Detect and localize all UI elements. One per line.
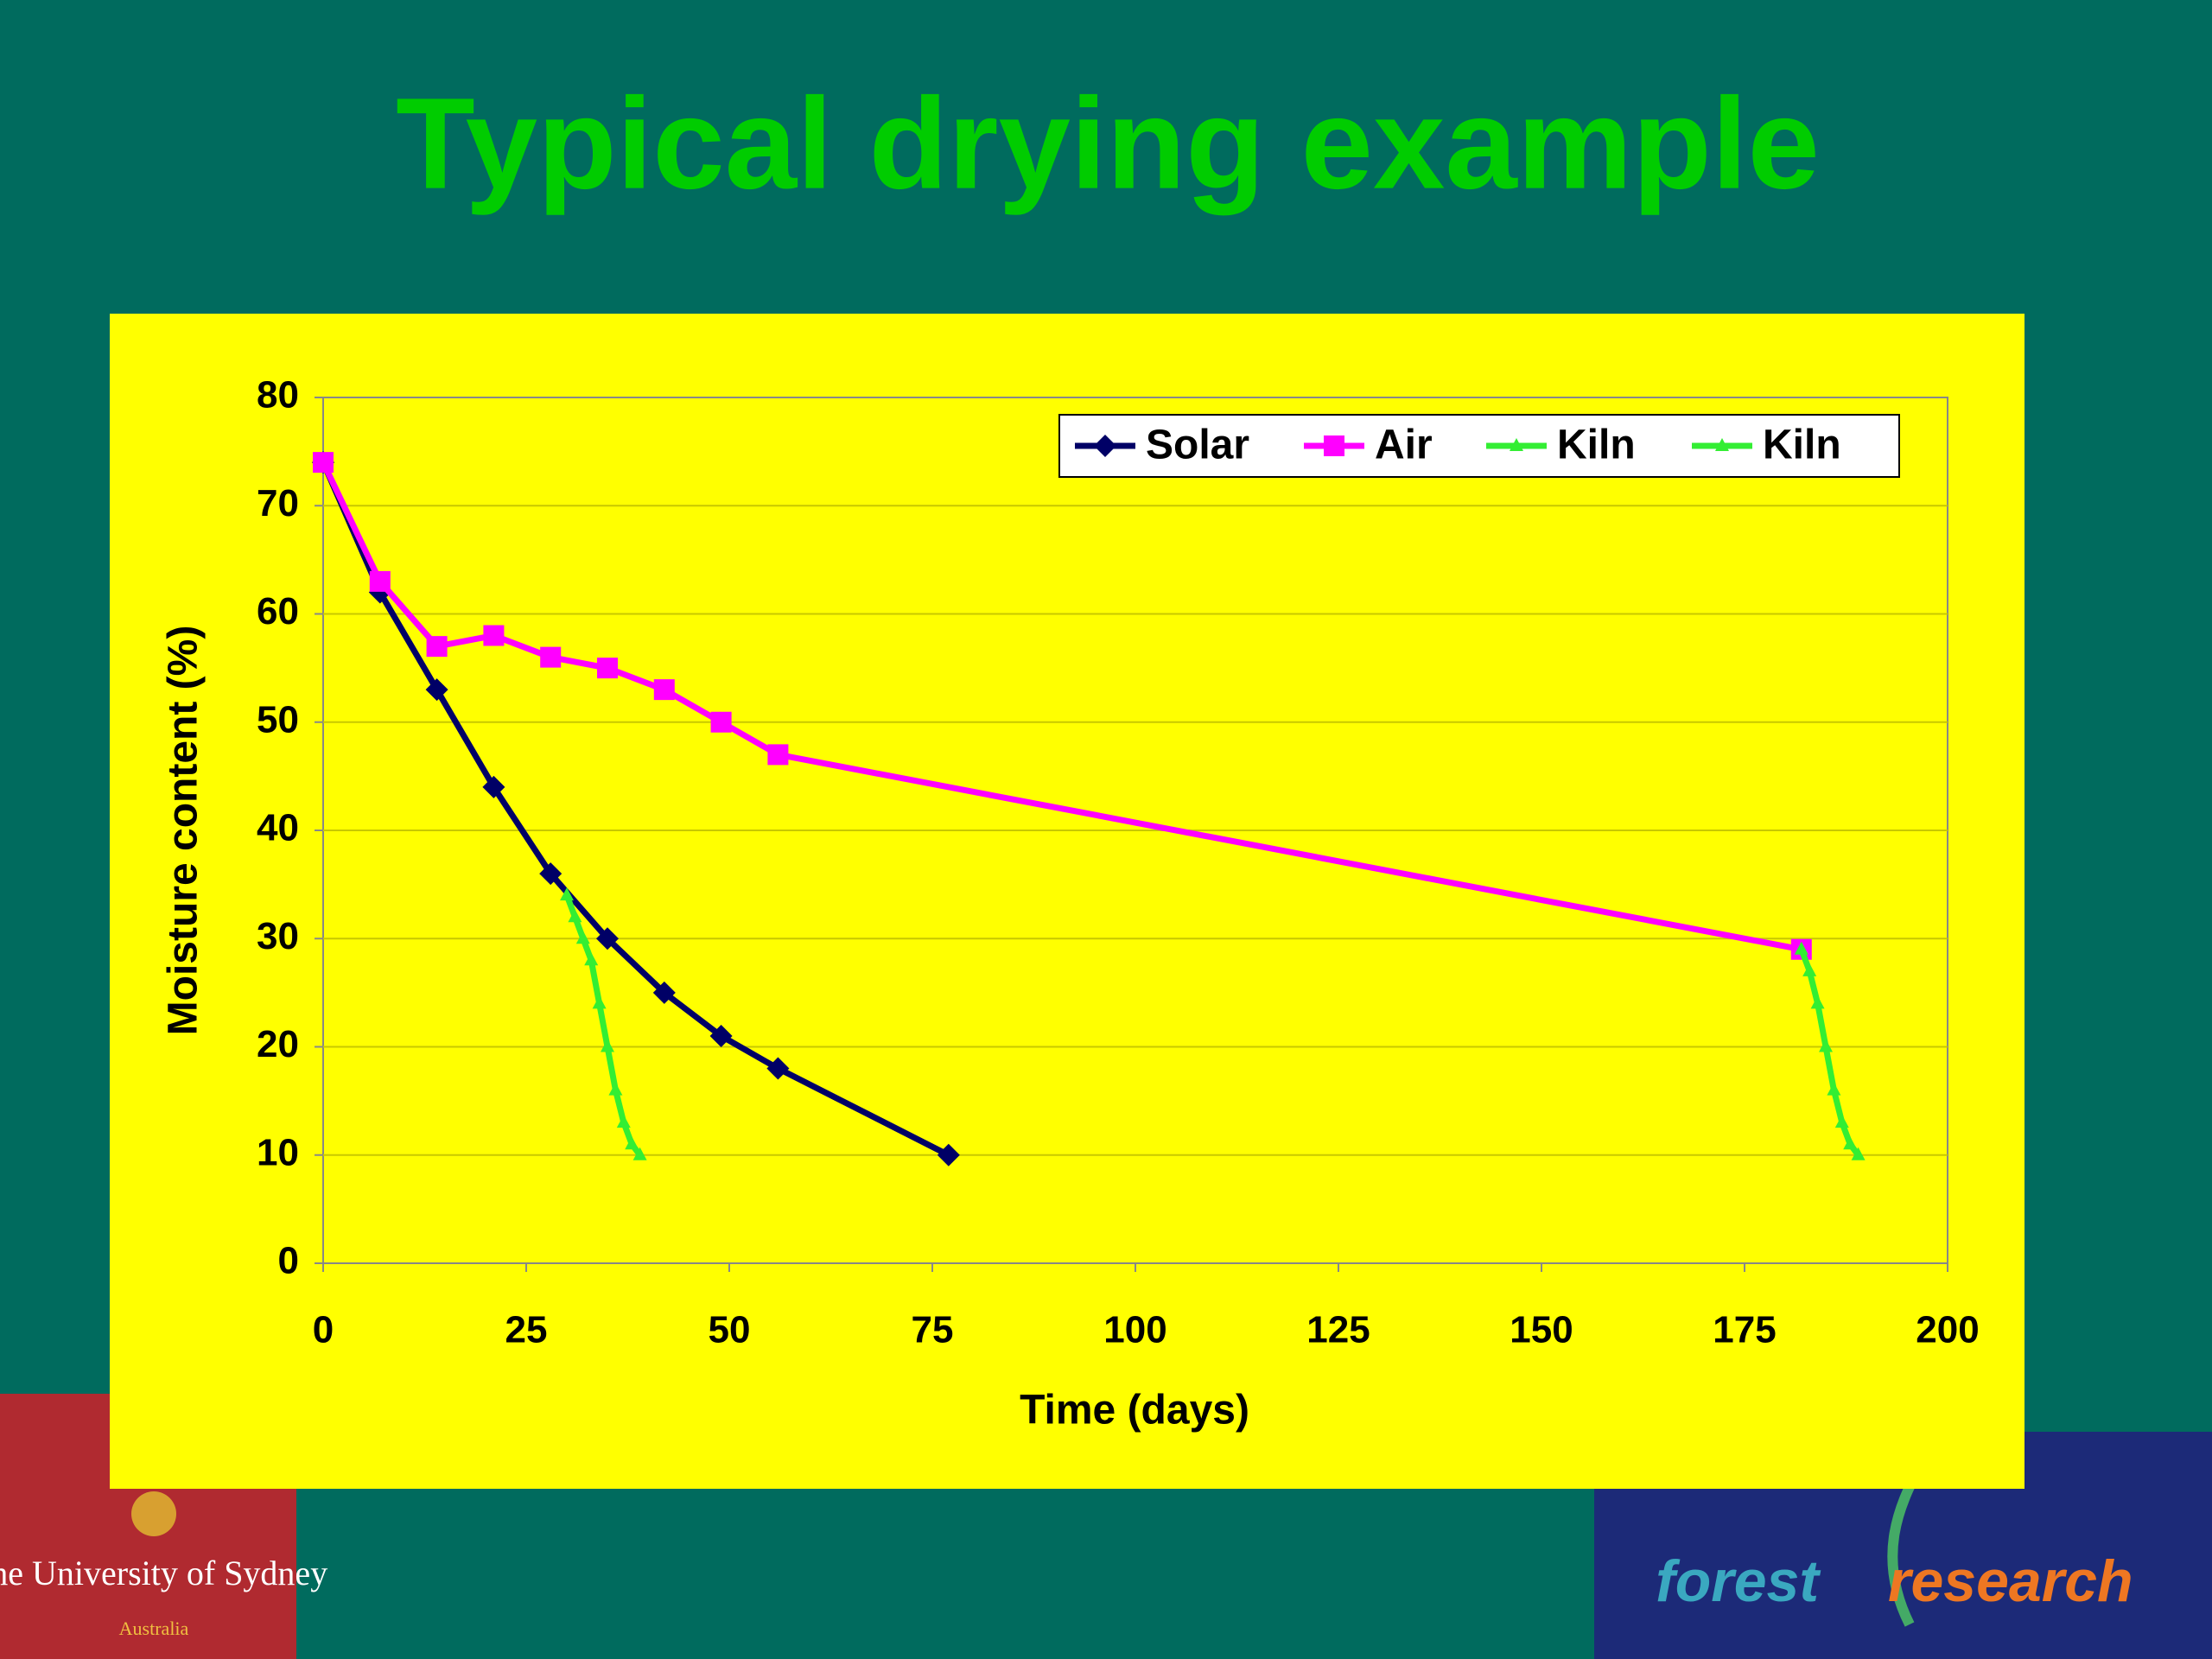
usyd-name: The University of Sydney — [0, 1554, 327, 1592]
x-tick-label: 125 — [1306, 1309, 1370, 1351]
y-tick-label: 80 — [257, 374, 299, 416]
marker — [601, 1039, 614, 1052]
y-tick-label: 0 — [278, 1240, 299, 1282]
marker — [1810, 995, 1825, 1009]
marker — [313, 452, 334, 474]
marker — [625, 1136, 639, 1150]
marker — [592, 995, 607, 1009]
crest — [131, 1491, 176, 1536]
marker — [1715, 438, 1729, 451]
marker — [597, 658, 618, 679]
logo-research: research — [1888, 1548, 2133, 1614]
marker — [608, 1082, 623, 1096]
legend-label: Kiln — [1763, 423, 1841, 468]
marker — [540, 646, 562, 668]
logo-forest: forest — [1656, 1548, 1821, 1614]
marker — [1802, 963, 1817, 976]
marker — [709, 1024, 733, 1047]
x-axis-title: Time (days) — [1020, 1388, 1249, 1433]
y-tick-label: 10 — [257, 1131, 299, 1173]
marker — [632, 1147, 647, 1160]
marker — [766, 1057, 790, 1080]
x-tick-label: 200 — [1916, 1309, 1979, 1351]
marker — [616, 1115, 631, 1128]
series-line — [320, 461, 1802, 953]
marker — [568, 909, 582, 923]
marker — [710, 711, 732, 733]
marker — [1851, 1147, 1866, 1160]
legend-label: Solar — [1146, 423, 1249, 468]
marker — [369, 570, 391, 592]
marker — [482, 775, 505, 798]
marker — [1794, 941, 1808, 955]
marker — [1819, 1039, 1833, 1052]
marker — [425, 678, 448, 702]
marker — [539, 862, 563, 886]
marker — [652, 981, 676, 1004]
y-tick-label: 50 — [257, 698, 299, 741]
marker — [1834, 1115, 1849, 1128]
x-tick-label: 75 — [912, 1309, 954, 1351]
marker — [560, 887, 574, 901]
chart-area — [110, 314, 2024, 1489]
marker — [483, 625, 505, 646]
y-tick-label: 70 — [257, 482, 299, 524]
x-tick-label: 175 — [1713, 1309, 1776, 1351]
y-tick-label: 30 — [257, 915, 299, 957]
y-axis-title: Moisture content (%) — [161, 626, 207, 1036]
legend-label: Air — [1375, 423, 1433, 468]
legend-box — [1058, 414, 1900, 478]
x-tick-label: 150 — [1510, 1309, 1573, 1351]
y-tick-label: 60 — [257, 590, 299, 632]
marker — [937, 1143, 960, 1166]
series-line — [563, 893, 643, 1157]
marker — [1324, 435, 1344, 456]
marker — [1094, 435, 1116, 457]
marker — [1827, 1082, 1841, 1096]
marker — [584, 952, 599, 966]
y-tick-label: 20 — [257, 1023, 299, 1065]
legend: Solar Air Kiln Kiln — [1058, 414, 1900, 478]
x-tick-label: 50 — [709, 1309, 751, 1351]
x-tick-label: 0 — [313, 1309, 334, 1351]
x-tick-label: 100 — [1103, 1309, 1166, 1351]
usyd-country: Australia — [119, 1618, 189, 1639]
marker — [1843, 1136, 1858, 1150]
marker — [767, 744, 789, 766]
y-tick-label: 40 — [257, 807, 299, 849]
marker — [653, 679, 675, 701]
marker — [1510, 438, 1523, 451]
legend-label: Kiln — [1557, 423, 1636, 468]
x-tick-label: 25 — [505, 1309, 548, 1351]
marker — [596, 927, 619, 950]
slide-title: Typical drying example — [396, 71, 1820, 216]
marker — [575, 931, 590, 944]
series-line — [320, 461, 950, 1158]
marker — [426, 636, 448, 658]
